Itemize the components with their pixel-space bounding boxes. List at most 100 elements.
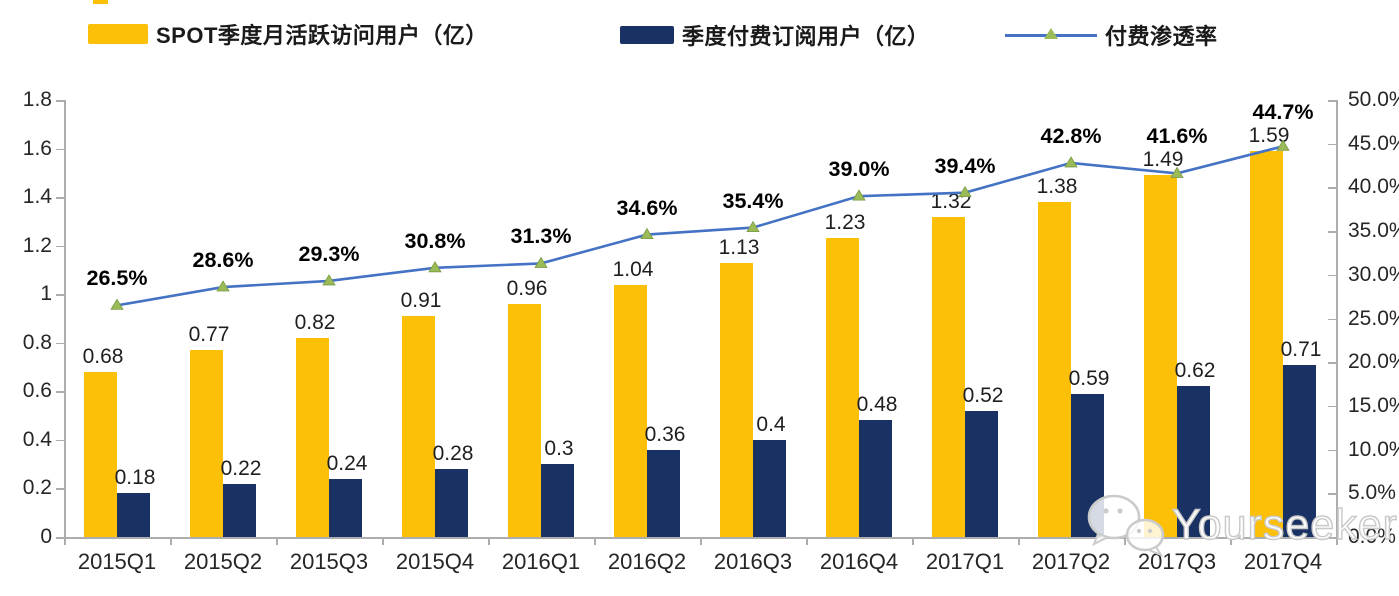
penetration-pct-label: 42.8% [1040, 123, 1102, 148]
left-axis-tick-label: 0.8 [22, 330, 52, 354]
mau-value-label: 1.23 [824, 211, 866, 235]
penetration-pct-label: 34.6% [616, 195, 678, 220]
subs-value-label: 0.36 [644, 422, 686, 446]
watermark-text: Yourseeker [1171, 500, 1398, 549]
y-axis-right [1336, 100, 1338, 537]
x-axis-tick [64, 537, 66, 545]
watermark: Yourseeker [1082, 490, 1398, 560]
left-axis-tick-label: 1.4 [22, 185, 52, 209]
x-axis-tick [488, 537, 490, 545]
bar-subs [541, 464, 574, 537]
x-axis-tick [1336, 537, 1338, 545]
penetration-pct-label: 44.7% [1252, 99, 1314, 124]
bar-subs [859, 420, 892, 537]
bar-mau [84, 371, 117, 537]
right-axis-tick [1328, 274, 1336, 277]
legend: SPOT季度月活跃访问用户（亿） 季度付费订阅用户（亿） 付费渗透率 [0, 14, 1399, 51]
bar-mau [614, 284, 647, 537]
penetration-pct-label: 26.5% [86, 266, 148, 291]
right-axis-tick-label: 0.0% [1348, 525, 1396, 548]
left-axis-tick-label: 1.6 [22, 136, 52, 160]
penetration-pct-label: 29.3% [298, 241, 360, 266]
legend-label-mau: SPOT季度月活跃访问用户（亿） [156, 23, 488, 48]
mau-bar-swatch-icon [88, 24, 148, 44]
x-axis-tick [594, 537, 596, 545]
subs-value-label: 0.18 [114, 466, 156, 490]
bar-mau [190, 350, 223, 537]
x-axis-tick [382, 537, 384, 545]
y-axis-left [64, 100, 66, 537]
left-axis-tick [56, 439, 64, 442]
mau-value-label: 0.68 [82, 344, 124, 368]
x-tick-label: 2017Q2 [1031, 549, 1111, 574]
left-axis-tick-label: 0.2 [22, 476, 52, 500]
right-axis-tick-label: 25.0% [1348, 306, 1399, 330]
bar-subs [1177, 386, 1210, 537]
mau-value-label: 1.38 [1036, 174, 1078, 198]
mau-value-label: 0.82 [294, 310, 336, 334]
x-axis-tick [912, 537, 914, 545]
penetration-pct-label: 35.4% [722, 188, 784, 213]
right-axis-tick [1328, 231, 1336, 233]
x-axis-tick [170, 537, 172, 545]
right-axis-tick [1328, 405, 1336, 408]
left-axis-tick-label: 1.8 [22, 88, 52, 111]
right-axis-tick-label: 40.0% [1348, 175, 1399, 199]
x-axis-tick [700, 537, 702, 545]
right-axis-tick-label: 45.0% [1348, 131, 1399, 155]
x-tick-label: 2015Q3 [289, 549, 369, 574]
left-axis-tick [56, 197, 64, 199]
left-axis-tick [56, 294, 64, 296]
mau-value-label: 1.49 [1142, 148, 1184, 172]
bar-mau [826, 238, 859, 537]
right-axis-tick [1328, 143, 1336, 146]
right-axis-tick [1328, 449, 1336, 452]
left-axis-tick [56, 245, 64, 248]
penetration-pct-label: 39.0% [828, 157, 890, 182]
left-axis-tick-label: 1 [40, 282, 52, 306]
subs-value-label: 0.24 [326, 451, 368, 475]
right-axis-tick-label: 30.0% [1348, 262, 1399, 286]
bar-subs [753, 439, 786, 537]
right-axis-tick-label: 20.0% [1348, 350, 1399, 374]
right-axis-tick-label: 5.0% [1348, 481, 1396, 505]
left-axis-tick-label: 0 [40, 525, 52, 548]
mau-value-label: 0.77 [188, 323, 230, 347]
x-axis-tick [1230, 537, 1232, 545]
x-tick-label: 2015Q2 [183, 549, 263, 574]
right-axis-tick [1328, 187, 1336, 189]
subs-value-label: 0.4 [756, 412, 786, 436]
right-axis-tick [1328, 493, 1336, 495]
legend-label-penetration: 付费渗透率 [1105, 24, 1218, 49]
penetration-pct-label: 28.6% [192, 248, 254, 273]
subs-value-label: 0.48 [856, 393, 898, 417]
legend-item-mau: SPOT季度月活跃访问用户（亿） [88, 18, 488, 50]
bar-subs [1283, 364, 1316, 537]
bar-subs [647, 449, 680, 537]
legend-label-subs: 季度付费订阅用户（亿） [682, 24, 930, 49]
right-axis-tick-label: 15.0% [1348, 393, 1399, 417]
x-tick-label: 2016Q3 [713, 549, 793, 574]
x-tick-label: 2015Q1 [77, 549, 157, 574]
x-tick-label: 2016Q1 [501, 549, 581, 574]
right-axis-tick [1328, 318, 1336, 320]
right-axis-tick [1328, 537, 1336, 539]
left-axis-tick [56, 342, 64, 345]
left-axis-tick-label: 0.4 [22, 427, 52, 451]
subs-value-label: 0.71 [1280, 337, 1322, 361]
right-axis-tick-label: 10.0% [1348, 437, 1399, 461]
legend-item-penetration: 付费渗透率 [1005, 19, 1218, 51]
left-axis-tick-label: 1.2 [22, 233, 52, 257]
mau-value-label: 1.59 [1248, 123, 1290, 147]
mau-value-label: 0.96 [506, 276, 548, 300]
mau-value-label: 1.04 [612, 257, 654, 281]
x-tick-label: 2017Q1 [925, 549, 1005, 574]
subs-value-label: 0.28 [432, 442, 474, 466]
subs-value-label: 0.59 [1068, 366, 1110, 390]
x-tick-label: 2016Q2 [607, 549, 687, 574]
bar-subs [329, 478, 362, 537]
line-marker-swatch-icon [1005, 25, 1097, 45]
right-axis-tick-label: 35.0% [1348, 219, 1399, 243]
right-axis-tick-label: 50.0% [1348, 88, 1399, 111]
subs-value-label: 0.62 [1174, 359, 1216, 383]
